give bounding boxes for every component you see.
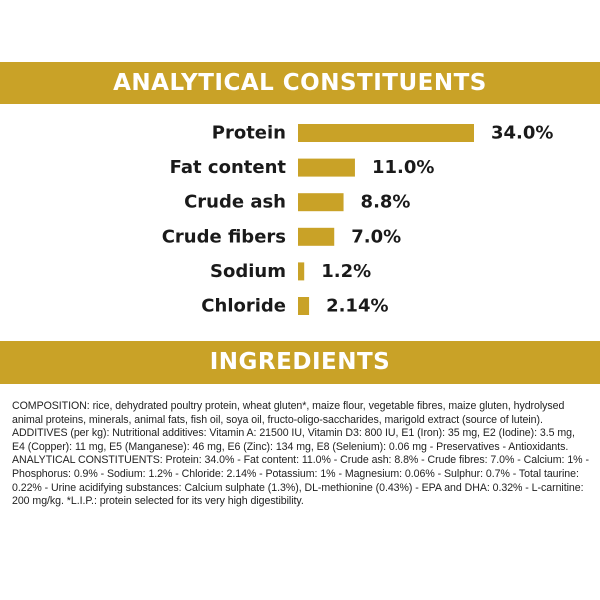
value-label-crude-fibers: 7.0% bbox=[351, 226, 401, 247]
value-label-crude-ash: 8.8% bbox=[361, 192, 411, 213]
bar-crude-ash bbox=[298, 193, 344, 212]
bar-protein bbox=[298, 124, 474, 142]
value-label-chloride: 2.14% bbox=[326, 296, 388, 317]
category-label-crude-ash: Crude ash bbox=[184, 192, 286, 213]
category-label-fat-content: Fat content bbox=[170, 157, 287, 178]
category-label-chloride: Chloride bbox=[201, 296, 286, 317]
constituents-bar-chart: Protein 34.0% Fat content 11.0% Crude ash 8.8… bbox=[162, 123, 554, 317]
category-label-sodium: Sodium bbox=[210, 261, 286, 282]
ingredients-composition-text: COMPOSITION: rice, dehydrated poultry pr… bbox=[12, 400, 589, 508]
category-label-protein: Protein bbox=[212, 123, 286, 144]
value-label-sodium: 1.2% bbox=[321, 261, 371, 282]
ingredients-banner: INGREDIENTS bbox=[0, 341, 600, 384]
bar-sodium bbox=[298, 262, 305, 281]
value-label-protein: 34.0% bbox=[491, 123, 553, 144]
analytical-constituents-banner: ANALYTICAL CONSTITUENTS bbox=[0, 62, 600, 104]
bar-chloride bbox=[298, 297, 310, 315]
bar-fat-content bbox=[298, 158, 355, 177]
value-label-fat-content: 11.0% bbox=[372, 157, 434, 178]
bar-crude-fibers bbox=[298, 227, 335, 246]
category-label-crude-fibers: Crude fibers bbox=[162, 226, 286, 247]
